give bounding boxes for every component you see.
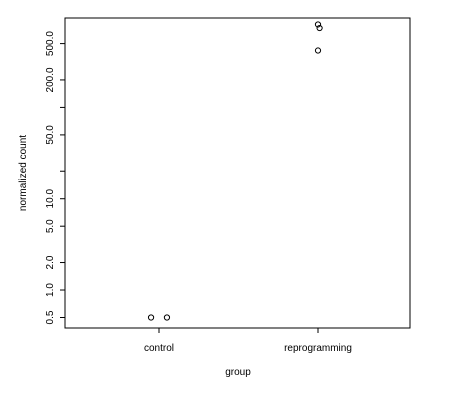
y-axis: 0.5 1.0 2.0 5.0 10.0 50.0 200.0 500.0 — [45, 31, 65, 325]
y-tick-label: 2.0 — [45, 255, 56, 269]
y-tick-label: 5.0 — [45, 219, 56, 233]
y-tick-label: 50.0 — [45, 125, 56, 145]
y-tick-label: 200.0 — [45, 67, 56, 92]
data-points — [148, 22, 322, 320]
x-tick-label: control — [144, 343, 174, 354]
x-axis: control reprogramming — [144, 328, 352, 354]
y-axis-label: normalized count — [18, 135, 29, 211]
y-tick-label: 10.0 — [45, 189, 56, 209]
data-point — [164, 315, 169, 320]
x-tick-label: reprogramming — [284, 343, 352, 354]
x-axis-label: group — [225, 367, 251, 378]
y-tick-label: 1.0 — [45, 283, 56, 297]
data-point — [148, 315, 153, 320]
y-tick-label: 500.0 — [45, 31, 56, 56]
plot-frame — [65, 18, 410, 328]
y-tick-label: 0.5 — [45, 310, 56, 324]
data-point — [315, 48, 320, 53]
